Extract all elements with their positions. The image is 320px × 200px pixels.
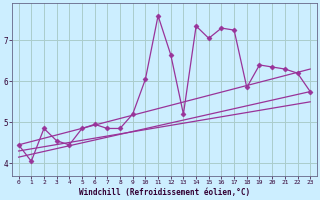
X-axis label: Windchill (Refroidissement éolien,°C): Windchill (Refroidissement éolien,°C) [79, 188, 250, 197]
